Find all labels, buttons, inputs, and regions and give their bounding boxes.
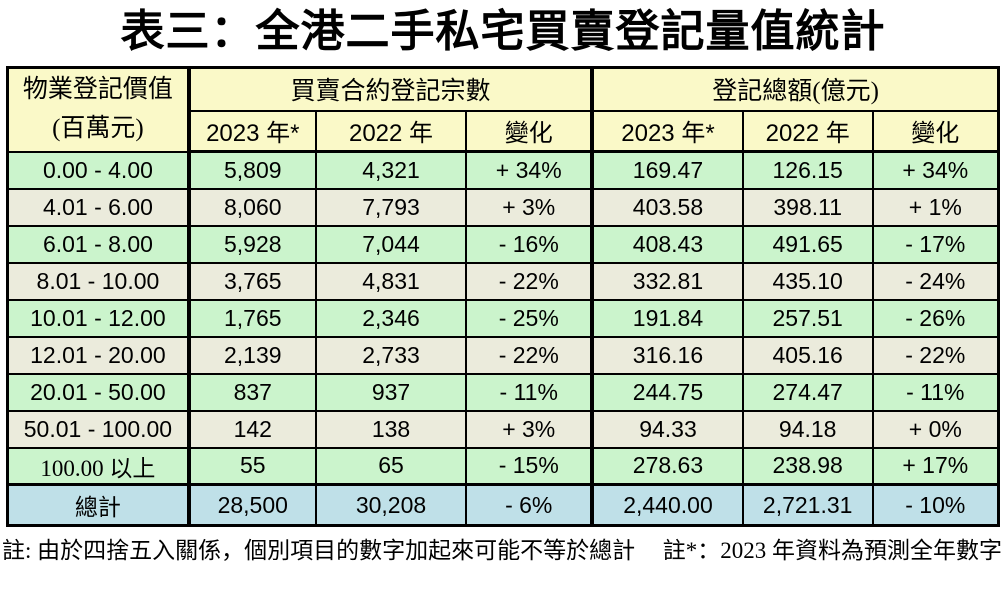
page-title: 表三：全港二手私宅買賣登記量值統計 [120,7,886,56]
table-row: 50.01 - 100.00 142 138 + 3% 94.33 94.18 … [6,409,1000,449]
price-range-cell: 0.00 - 4.00 [6,150,190,190]
amount-2022-cell: 435.10 [741,261,874,301]
amount-change-cell: - 26% [871,298,1000,338]
total-count-2023: 28,500 [186,483,317,527]
amount-2022-cell: 274.47 [741,372,874,412]
total-row: 總計 28,500 30,208 - 6% 2,440.00 2,721.31 … [6,483,1000,527]
table-row: 6.01 - 8.00 5,928 7,044 - 16% 408.43 491… [6,224,1000,264]
amount-2022-cell: 257.51 [741,298,874,338]
column-header-property-value-line1: 物業登記價值 [22,76,173,103]
amount-change-cell: - 22% [871,335,1000,375]
amount-2023-cell: 403.58 [590,187,744,227]
count-change-cell: + 3% [465,187,594,227]
amount-2023-cell: 169.47 [590,150,744,190]
amount-change-cell: - 11% [871,372,1000,412]
amount-2023-cell: 408.43 [590,224,744,264]
price-range-cell: 100.00 以上 [6,446,190,486]
count-2022-cell: 4,831 [314,261,468,301]
count-change-cell: + 34% [465,150,594,190]
amount-2023-header: 2023 年* [590,109,744,153]
price-range-cell: 4.01 - 6.00 [6,187,190,227]
table-row: 4.01 - 6.00 8,060 7,793 + 3% 403.58 398.… [6,187,1000,227]
group-header-registration-count: 買賣合約登記宗數 [186,66,594,112]
amount-change-cell: - 24% [871,261,1000,301]
amount-2023-cell: 244.75 [590,372,744,412]
amount-change-cell: + 1% [871,187,1000,227]
count-2023-cell: 55 [186,446,317,486]
count-2023-cell: 8,060 [186,187,317,227]
table-row: 0.00 - 4.00 5,809 4,321 + 34% 169.47 126… [6,150,1000,190]
count-change-header: 變化 [465,109,594,153]
amount-change-cell: + 34% [871,150,1000,190]
footnote-rounding: 註: 由於四捨五入關係，個別項目的數字加起來可能不等於總計 [2,538,636,563]
sub-header-row: 2023 年* 2022 年 變化 2023 年* 2022 年 變化 [8,109,1000,153]
count-2022-cell: 937 [314,372,468,412]
amount-2023-cell: 278.63 [590,446,744,486]
total-label: 總計 [6,483,190,527]
amount-change-cell: + 17% [871,446,1000,486]
count-change-cell: - 25% [465,298,594,338]
group-header-row: 物業登記價值 (百萬元) 買賣合約登記宗數 登記總額(億元) [6,66,1000,153]
price-range-cell: 50.01 - 100.00 [6,409,190,449]
count-2022-cell: 138 [314,409,468,449]
count-2022-cell: 4,321 [314,150,468,190]
statistics-table: 物業登記價值 (百萬元) 買賣合約登記宗數 登記總額(億元) 2023 年* 2… [6,66,1000,527]
count-change-cell: - 22% [465,261,594,301]
amount-2022-cell: 398.11 [741,187,874,227]
count-2022-cell: 7,044 [314,224,468,264]
price-range-cell: 20.01 - 50.00 [6,372,190,412]
count-2022-cell: 2,733 [314,335,468,375]
amount-2023-cell: 191.84 [590,298,744,338]
count-change-cell: + 3% [465,409,594,449]
amount-change-cell: + 0% [871,409,1000,449]
count-2023-cell: 5,928 [186,224,317,264]
count-change-cell: - 16% [465,224,594,264]
total-amount-2023: 2,440.00 [590,483,744,527]
footnotes: 註: 由於四捨五入關係，個別項目的數字加起來可能不等於總計 註*：2023 年資… [0,531,1006,565]
amount-change-cell: - 17% [871,224,1000,264]
price-range-cell: 10.01 - 12.00 [6,298,190,338]
total-amount-2022: 2,721.31 [741,483,874,527]
count-2022-header: 2022 年 [314,109,468,153]
footnote-forecast: 註*：2023 年資料為預測全年數字 [662,538,1002,563]
group-header-registration-amount: 登記總額(億元) [590,66,1000,112]
count-2022-cell: 65 [314,446,468,486]
table-row: 10.01 - 12.00 1,765 2,346 - 25% 191.84 2… [6,298,1000,338]
table-row: 20.01 - 50.00 837 937 - 11% 244.75 274.4… [6,372,1000,412]
amount-2022-cell: 126.15 [741,150,874,190]
column-header-property-value-line2: (百萬元) [52,114,144,142]
amount-2023-cell: 316.16 [590,335,744,375]
price-range-cell: 6.01 - 8.00 [6,224,190,264]
count-2023-cell: 3,765 [186,261,317,301]
count-2023-cell: 1,765 [186,298,317,338]
table-row: 8.01 - 10.00 3,765 4,831 - 22% 332.81 43… [6,261,1000,301]
count-2023-header: 2023 年* [186,109,317,153]
amount-change-header: 變化 [871,109,1000,153]
total-amount-change: - 10% [871,483,1000,527]
amount-2022-cell: 491.65 [741,224,874,264]
count-2022-cell: 2,346 [314,298,468,338]
amount-2023-cell: 94.33 [590,409,744,449]
amount-2022-cell: 94.18 [741,409,874,449]
count-change-cell: - 15% [465,446,594,486]
amount-2022-header: 2022 年 [741,109,874,153]
table-row: 100.00 以上 55 65 - 15% 278.63 238.98 + 17… [6,446,1000,486]
count-2022-cell: 7,793 [314,187,468,227]
price-range-cell: 8.01 - 10.00 [6,261,190,301]
price-range-cell: 12.01 - 20.00 [6,335,190,375]
count-change-cell: - 22% [465,335,594,375]
amount-2023-cell: 332.81 [590,261,744,301]
count-2023-cell: 5,809 [186,150,317,190]
amount-2022-cell: 405.16 [741,335,874,375]
count-change-cell: - 11% [465,372,594,412]
count-2023-cell: 2,139 [186,335,317,375]
total-count-2022: 30,208 [314,483,468,527]
amount-2022-cell: 238.98 [741,446,874,486]
table-row: 12.01 - 20.00 2,139 2,733 - 22% 316.16 4… [6,335,1000,375]
count-2023-cell: 142 [186,409,317,449]
total-count-change: - 6% [465,483,594,527]
column-header-property-value: 物業登記價值 (百萬元) [6,66,190,153]
count-2023-cell: 837 [186,372,317,412]
